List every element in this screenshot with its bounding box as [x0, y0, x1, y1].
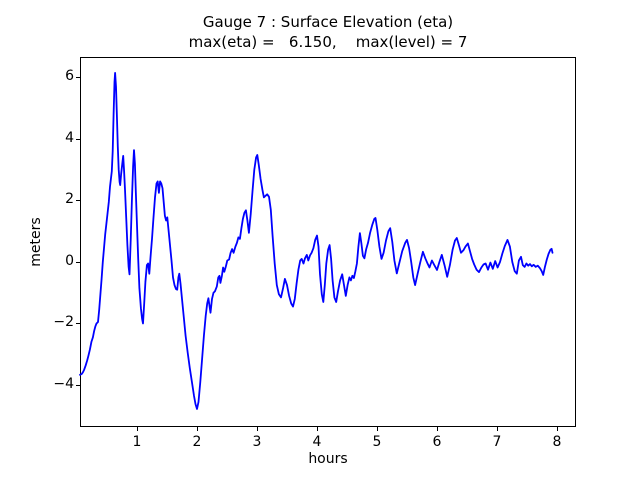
x-tick-label: 7 — [492, 434, 502, 450]
eta-series-line — [79, 72, 554, 410]
y-tick-label: −4 — [53, 375, 74, 392]
y-tick-label: 0 — [65, 252, 74, 269]
x-tick-label: 6 — [432, 434, 442, 450]
x-tick-label: 1 — [132, 434, 142, 450]
y-tick-label: 2 — [65, 191, 74, 208]
y-tick-label: −2 — [53, 314, 74, 331]
axis-ticks — [76, 77, 558, 431]
chart-subtitle: max(eta) = 6.150, max(level) = 7 — [188, 33, 468, 51]
x-axis-label: hours — [308, 451, 348, 467]
x-tick-label: 8 — [552, 434, 562, 450]
x-tick-label: 3 — [252, 434, 262, 450]
x-tick-label: 4 — [312, 434, 322, 450]
chart-title: Gauge 7 : Surface Elevation (eta) — [202, 13, 454, 31]
axes-border — [80, 57, 576, 427]
y-tick-label: 6 — [65, 68, 74, 85]
x-tick-label: 5 — [372, 434, 382, 450]
x-tick-label: 2 — [192, 434, 202, 450]
y-tick-label: 4 — [65, 129, 74, 146]
